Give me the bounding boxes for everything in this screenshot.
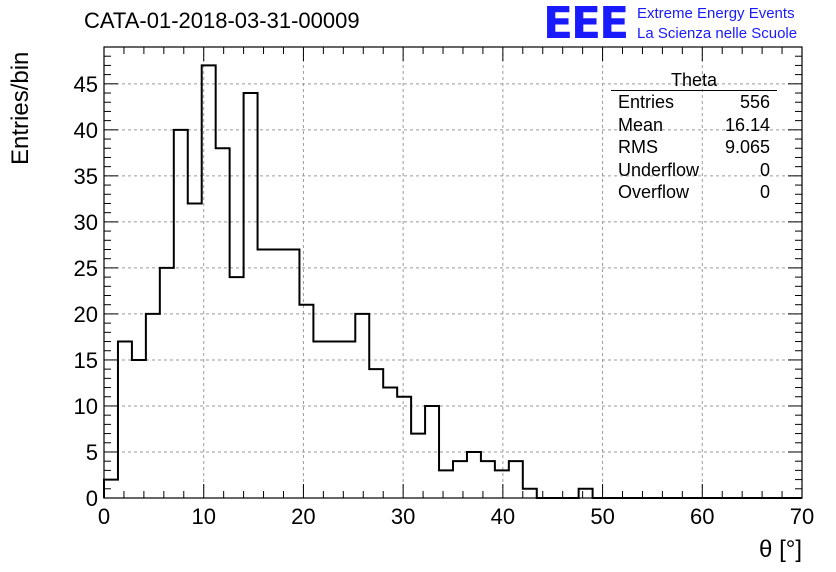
histogram-bin	[313, 342, 327, 498]
x-tick-label: 70	[790, 504, 814, 529]
histogram-bin	[341, 342, 355, 498]
logo-caption-line-2: La Scienza nelle Scuole	[637, 25, 798, 42]
histogram-bin	[174, 130, 188, 498]
histogram-bin	[355, 314, 369, 498]
stats-row-mean: Mean 16.14	[611, 114, 777, 137]
y-tick-label: 20	[74, 302, 98, 327]
histogram-bin	[397, 397, 411, 498]
histogram-bin	[132, 360, 146, 498]
histogram-bin	[411, 434, 425, 498]
stats-value: 9.065	[724, 137, 770, 157]
y-tick-label: 30	[74, 210, 98, 235]
stats-title: Theta	[611, 70, 777, 91]
histogram-bin	[118, 342, 132, 498]
stats-label: Mean	[618, 114, 664, 135]
x-tick-label: 50	[590, 504, 614, 529]
x-tick-label: 20	[291, 504, 315, 529]
x-tick-label: 30	[391, 504, 415, 529]
x-axis-label: θ [°]	[759, 536, 802, 563]
histogram-bin	[579, 489, 593, 498]
histogram-bin	[439, 470, 453, 498]
stats-label: Entries	[618, 92, 675, 112]
histogram-bin	[104, 480, 118, 498]
stats-value: 0	[759, 159, 770, 180]
stats-value: 556	[739, 92, 770, 112]
stats-value: 16.14	[724, 114, 770, 135]
x-tick-label: 0	[98, 504, 110, 529]
histogram-bin	[230, 277, 244, 498]
y-tick-label: 10	[74, 394, 98, 419]
y-tick-label: 35	[74, 164, 98, 189]
histogram-bin	[369, 369, 383, 498]
histogram-bin	[495, 470, 509, 498]
stats-row-overflow: Overflow 0	[611, 181, 777, 204]
stats-box: Theta Entries 556 Mean 16.14 RMS 9.065 Underfl…	[611, 70, 777, 204]
x-tick-label: 60	[690, 504, 714, 529]
y-tick-label: 15	[74, 348, 98, 373]
y-tick-label: 5	[86, 440, 98, 465]
eee-logo: EEE	[543, 0, 629, 49]
histogram-bin	[258, 249, 272, 498]
stats-label: Underflow	[618, 159, 700, 180]
histogram-bin	[383, 388, 397, 498]
x-tick-label: 40	[491, 504, 515, 529]
histogram-bin	[146, 314, 160, 498]
histogram-bin	[481, 461, 495, 498]
y-tick-label: 45	[74, 72, 98, 97]
plot-frame	[103, 46, 803, 499]
histogram-bin	[188, 203, 202, 498]
histogram-bin	[285, 249, 299, 498]
histogram-bin	[272, 249, 286, 498]
histogram-bin	[509, 461, 523, 498]
histogram-bin	[453, 461, 467, 498]
logo-caption-line-1: Extreme Energy Events	[637, 5, 795, 22]
histogram-bin	[523, 489, 537, 498]
y-tick-label: 40	[74, 118, 98, 143]
histogram-outline	[103, 64, 802, 499]
stats-label: RMS	[618, 137, 658, 157]
stats-row-entries: Entries 556	[611, 91, 777, 114]
chart-title: CATA-01-2018-03-31-00009	[84, 8, 360, 33]
logo-caption: Extreme Energy Events La Scienza nelle S…	[637, 4, 797, 44]
histogram-bin	[216, 148, 230, 498]
stats-value: 0	[759, 182, 770, 202]
y-tick-label: 0	[86, 486, 98, 511]
stats-rows: Entries 556 Mean 16.14 RMS 9.065 Underflow 0 Ove…	[611, 91, 777, 204]
stats-row-underflow: Underflow 0	[611, 159, 777, 182]
stats-row-rms: RMS 9.065	[611, 136, 777, 159]
histogram-bin	[160, 268, 174, 498]
y-tick-label: 25	[74, 256, 98, 281]
histogram-bin	[244, 93, 258, 498]
x-tick-label: 10	[191, 504, 215, 529]
histogram-bin	[202, 65, 216, 498]
histogram-bin	[327, 342, 341, 498]
histogram-bin	[299, 305, 313, 498]
histogram-bin	[467, 452, 481, 498]
histogram-bin	[425, 406, 439, 498]
stats-label: Overflow	[618, 182, 690, 202]
